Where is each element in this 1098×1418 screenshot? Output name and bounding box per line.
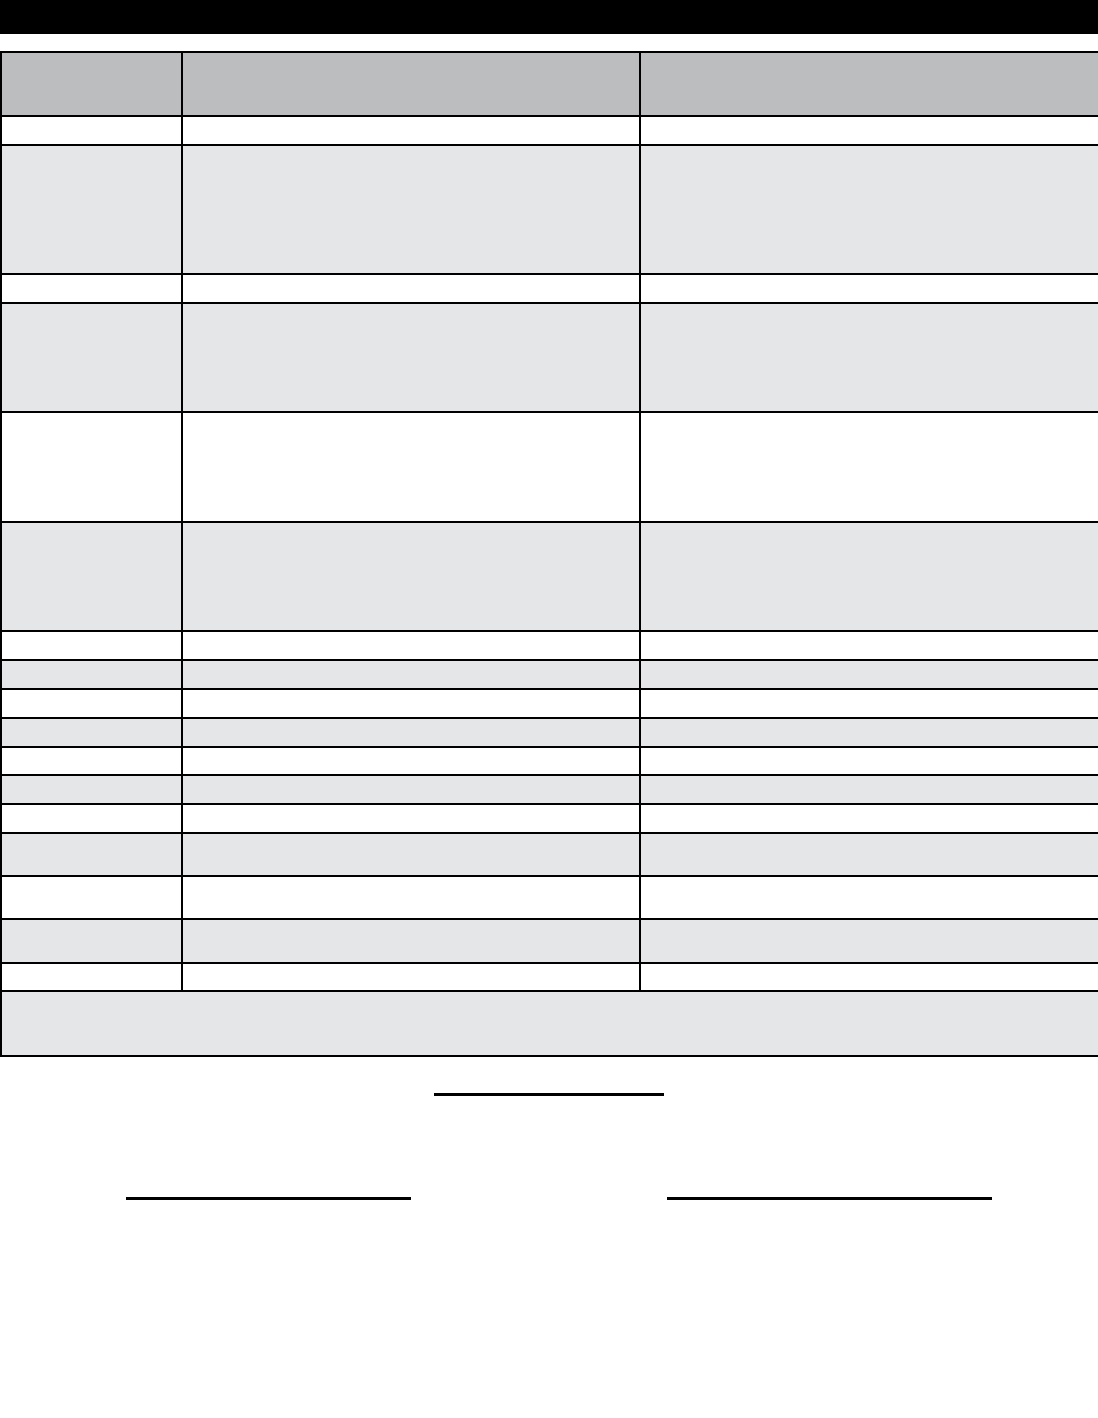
table-cell[interactable] <box>639 688 1098 719</box>
table-cell[interactable] <box>639 962 1098 992</box>
signature-line-right[interactable] <box>667 1197 992 1200</box>
table-cell[interactable] <box>639 144 1098 275</box>
table-cell[interactable] <box>181 521 641 632</box>
table-cell[interactable] <box>639 918 1098 964</box>
table-cell[interactable] <box>181 659 641 690</box>
table-cell[interactable] <box>639 115 1098 146</box>
table-row <box>0 659 1098 690</box>
table-row <box>0 803 1098 834</box>
table-cell[interactable] <box>639 659 1098 690</box>
table-cell[interactable] <box>181 302 641 413</box>
table-cell[interactable] <box>639 411 1098 523</box>
table-row <box>0 962 1098 992</box>
table-cell[interactable] <box>0 659 183 690</box>
table-cell[interactable] <box>639 630 1098 661</box>
table-cell[interactable] <box>181 803 641 834</box>
table-row <box>0 144 1098 275</box>
table-cell[interactable] <box>639 832 1098 877</box>
table-cell[interactable] <box>639 774 1098 805</box>
table-row <box>0 411 1098 523</box>
table-cell[interactable] <box>0 144 183 275</box>
table-row <box>0 688 1098 719</box>
table-cell[interactable] <box>0 717 183 748</box>
table-cell[interactable] <box>181 746 641 776</box>
table-cell[interactable] <box>0 803 183 834</box>
table-row <box>0 302 1098 413</box>
table-cell[interactable] <box>0 688 183 719</box>
table-row <box>0 717 1098 748</box>
table-cell[interactable] <box>0 302 183 413</box>
header-cell-2 <box>181 51 641 117</box>
table-cell[interactable] <box>639 875 1098 920</box>
table-cell[interactable] <box>181 273 641 304</box>
table-row <box>0 746 1098 776</box>
header-cell-3 <box>639 51 1098 117</box>
table-cell[interactable] <box>181 411 641 523</box>
table-cell[interactable] <box>181 717 641 748</box>
table-row <box>0 630 1098 661</box>
table-footer-row <box>0 990 1098 1057</box>
table-cell[interactable] <box>0 774 183 805</box>
table-row <box>0 273 1098 304</box>
signature-line-left[interactable] <box>126 1197 411 1200</box>
table-cell[interactable] <box>0 115 183 146</box>
signature-line-center[interactable] <box>434 1093 664 1096</box>
table-row <box>0 774 1098 805</box>
table-row <box>0 115 1098 146</box>
table-cell[interactable] <box>639 717 1098 748</box>
table-cell[interactable] <box>0 521 183 632</box>
table-row <box>0 918 1098 964</box>
table-cell[interactable] <box>181 832 641 877</box>
table-cell[interactable] <box>639 521 1098 632</box>
footer-cell[interactable] <box>0 990 1098 1057</box>
form-table <box>0 51 1098 1057</box>
table-cell[interactable] <box>0 746 183 776</box>
table-cell[interactable] <box>181 962 641 992</box>
table-cell[interactable] <box>181 774 641 805</box>
table-cell[interactable] <box>181 875 641 920</box>
table-cell[interactable] <box>0 630 183 661</box>
table-cell[interactable] <box>181 115 641 146</box>
table-cell[interactable] <box>181 630 641 661</box>
table-cell[interactable] <box>0 918 183 964</box>
table-cell[interactable] <box>639 273 1098 304</box>
table-row <box>0 521 1098 632</box>
table-cell[interactable] <box>181 144 641 275</box>
table-cell[interactable] <box>0 273 183 304</box>
table-header-row <box>0 51 1098 117</box>
table-cell[interactable] <box>0 411 183 523</box>
header-cell-1 <box>0 51 183 117</box>
table-cell[interactable] <box>181 688 641 719</box>
table-cell[interactable] <box>0 962 183 992</box>
table-cell[interactable] <box>639 803 1098 834</box>
table-cell[interactable] <box>639 746 1098 776</box>
table-row <box>0 832 1098 877</box>
top-header-bar <box>0 0 1098 34</box>
table-cell[interactable] <box>181 918 641 964</box>
table-cell[interactable] <box>639 302 1098 413</box>
table-cell[interactable] <box>0 832 183 877</box>
table-row <box>0 875 1098 920</box>
table-cell[interactable] <box>0 875 183 920</box>
